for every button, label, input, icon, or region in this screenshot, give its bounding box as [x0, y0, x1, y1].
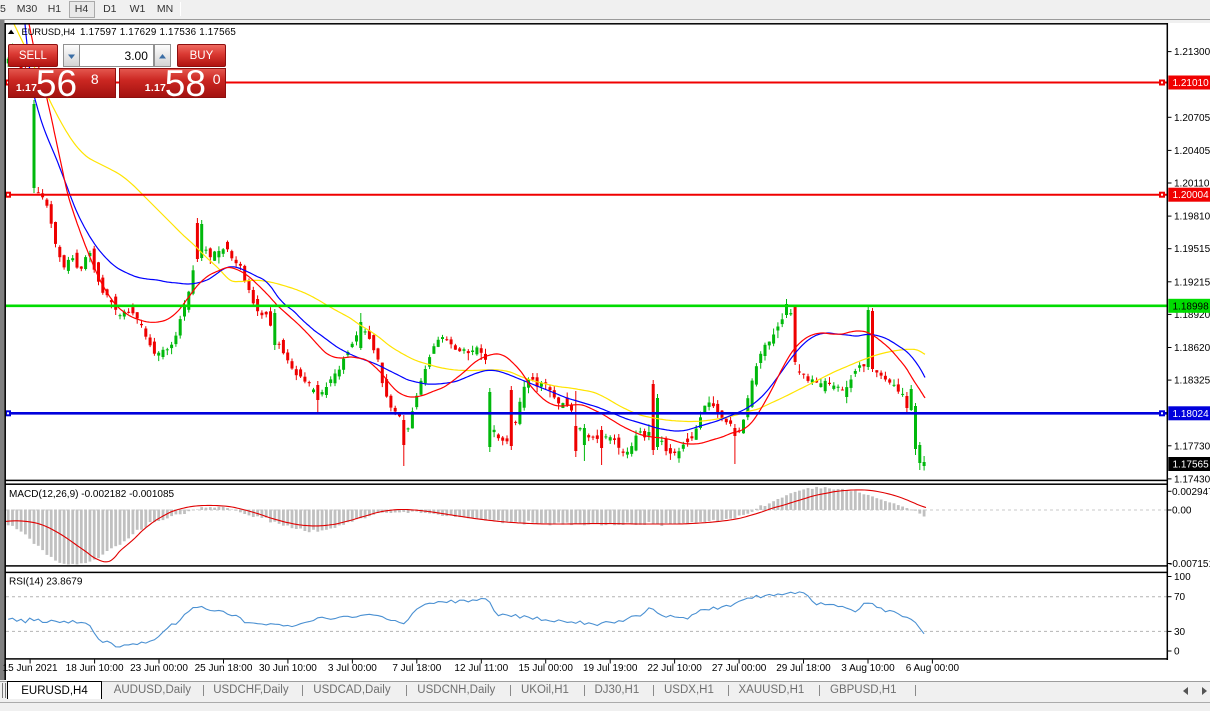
svg-text:3 Jul 00:00: 3 Jul 00:00 — [328, 663, 377, 674]
svg-text:MACD(12,26,9) -0.002182 -0.001: MACD(12,26,9) -0.002182 -0.001085 — [9, 489, 175, 500]
svg-text:1.17565: 1.17565 — [1173, 460, 1210, 471]
svg-text:1.17730: 1.17730 — [1174, 441, 1210, 452]
svg-text:25 Jun 18:00: 25 Jun 18:00 — [195, 663, 253, 674]
svg-text:1.18024: 1.18024 — [1173, 409, 1210, 420]
svg-text:30 Jun 10:00: 30 Jun 10:00 — [259, 663, 317, 674]
svg-text:1.20705: 1.20705 — [1174, 113, 1210, 124]
svg-text:0.002947: 0.002947 — [1172, 487, 1210, 498]
svg-text:-0.007151: -0.007151 — [1169, 559, 1210, 570]
svg-text:1.18325: 1.18325 — [1174, 376, 1210, 387]
svg-text:29 Jul 18:00: 29 Jul 18:00 — [776, 663, 831, 674]
svg-text:0.00: 0.00 — [1172, 506, 1192, 517]
svg-text:1.19215: 1.19215 — [1174, 277, 1210, 288]
svg-text:1.17430: 1.17430 — [1174, 474, 1210, 485]
svg-text:22 Jul 10:00: 22 Jul 10:00 — [647, 663, 702, 674]
svg-text:1.19515: 1.19515 — [1174, 244, 1210, 255]
svg-text:1.20004: 1.20004 — [1173, 190, 1210, 201]
svg-text:19 Jul 19:00: 19 Jul 19:00 — [583, 663, 638, 674]
svg-text:1.21010: 1.21010 — [1173, 78, 1210, 89]
svg-text:12 Jul 11:00: 12 Jul 11:00 — [454, 663, 508, 674]
svg-text:1.19810: 1.19810 — [1174, 212, 1210, 223]
svg-text:RSI(14) 23.8679: RSI(14) 23.8679 — [9, 577, 83, 588]
svg-text:1.17597 1.17629 1.17536 1.1756: 1.17597 1.17629 1.17536 1.17565 — [80, 27, 236, 38]
svg-text:EURUSD,H4: EURUSD,H4 — [22, 27, 76, 37]
svg-text:15 Jun 2021: 15 Jun 2021 — [3, 663, 58, 674]
svg-text:27 Jul 00:00: 27 Jul 00:00 — [712, 663, 767, 674]
svg-text:0: 0 — [1174, 647, 1180, 658]
svg-text:3 Aug 10:00: 3 Aug 10:00 — [841, 663, 895, 674]
svg-text:1.21300: 1.21300 — [1174, 47, 1210, 58]
svg-text:23 Jun 00:00: 23 Jun 00:00 — [130, 663, 188, 674]
svg-text:1.18620: 1.18620 — [1174, 343, 1210, 354]
svg-text:18 Jun 10:00: 18 Jun 10:00 — [66, 663, 124, 674]
svg-text:6 Aug 00:00: 6 Aug 00:00 — [906, 663, 960, 674]
svg-text:70: 70 — [1174, 592, 1186, 603]
svg-text:100: 100 — [1174, 572, 1191, 583]
svg-text:1.18998: 1.18998 — [1173, 301, 1210, 312]
svg-text:7 Jul 18:00: 7 Jul 18:00 — [392, 663, 441, 674]
svg-text:30: 30 — [1174, 627, 1186, 638]
svg-text:15 Jul 00:00: 15 Jul 00:00 — [518, 663, 573, 674]
svg-text:1.20405: 1.20405 — [1174, 146, 1210, 157]
